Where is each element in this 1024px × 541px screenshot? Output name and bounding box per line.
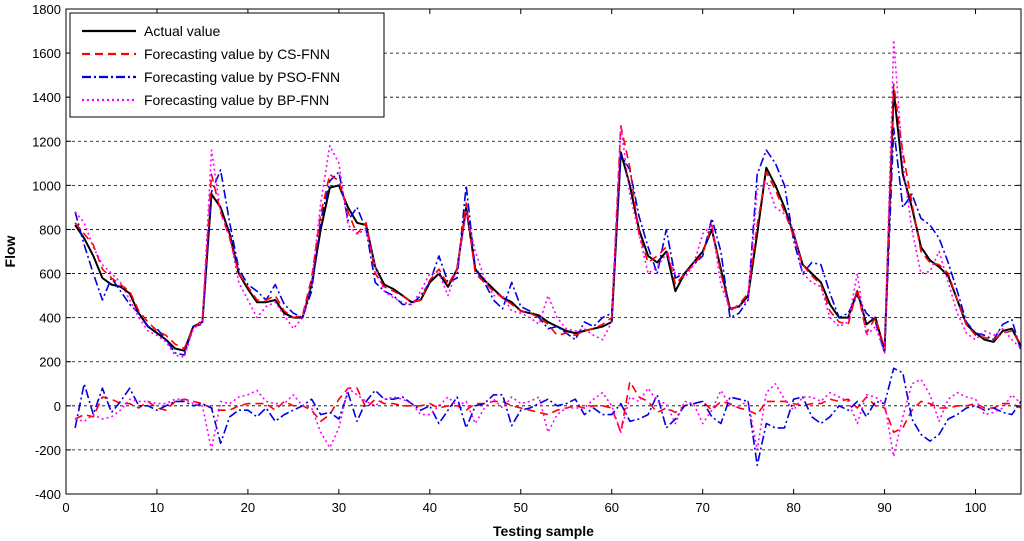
axis-ticks: -400-20002004006008001000120014001600180… [32,2,1021,515]
x-tick-label: 30 [332,500,346,515]
x-tick-label: 70 [695,500,709,515]
x-axis-title: Testing sample [493,523,594,539]
x-tick-label: 100 [965,500,987,515]
plot-frame [65,8,1022,495]
y-tick-label: 1200 [32,134,61,149]
series-line-actual-value [74,89,1022,352]
x-tick-label: 90 [877,500,891,515]
series-line-forecasting-value-by-bp-fnn [74,39,1022,359]
y-tick-label: 600 [39,267,61,282]
series-line-error-cs-fnn [74,380,1022,434]
y-tick-label: 400 [39,311,61,326]
y-tick-label: -200 [35,443,61,458]
series-lines [74,39,1022,467]
y-tick-label: 0 [54,399,61,414]
y-tick-label: 800 [39,222,61,237]
y-tick-label: 200 [39,355,61,370]
legend-label: Forecasting value by PSO-FNN [144,69,340,85]
x-tick-label: 80 [786,500,800,515]
y-tick-label: 1600 [32,46,61,61]
y-tick-label: -400 [35,487,61,502]
series-line-forecasting-value-by-pso-fnn [74,127,1022,356]
legend-label: Forecasting value by BP-FNN [144,92,329,108]
legend-label: Forecasting value by CS-FNN [144,46,330,62]
x-tick-label: 10 [150,500,164,515]
y-axis-title: Flow [2,235,18,267]
x-tick-label: 60 [604,500,618,515]
y-tick-label: 1400 [32,90,61,105]
x-tick-label: 0 [62,500,69,515]
legend-label: Actual value [144,23,220,39]
x-tick-label: 20 [241,500,255,515]
series-line-error-bp-fnn [74,378,1022,458]
series-line-forecasting-value-by-cs-fnn [74,83,1022,350]
legend: Actual value Forecasting value by CS-FNN F… [69,12,385,118]
x-tick-label: 50 [514,500,528,515]
x-tick-label: 40 [423,500,437,515]
y-tick-label: 1000 [32,178,61,193]
series-line-error-pso-fnn [74,367,1022,467]
y-tick-label: 1800 [32,2,61,17]
